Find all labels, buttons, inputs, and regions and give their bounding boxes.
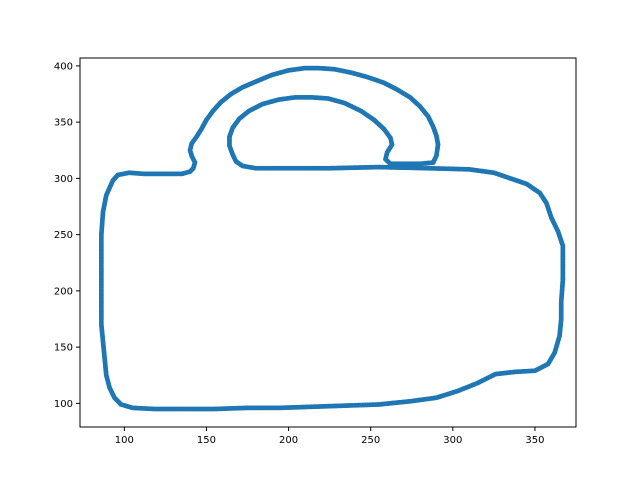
x-tick-label: 150	[197, 435, 216, 446]
x-tick-label: 100	[115, 435, 134, 446]
data-point	[125, 170, 131, 176]
x-tick-label: 250	[361, 435, 380, 446]
y-axis: 100 150 200 250 300 350 400	[54, 61, 80, 410]
x-tick-label: 350	[525, 435, 544, 446]
y-tick-label: 100	[54, 399, 73, 410]
y-tick-label: 150	[54, 343, 73, 354]
y-tick-label: 200	[54, 286, 73, 297]
y-tick-label: 250	[54, 230, 73, 241]
y-tick-label: 300	[54, 174, 73, 185]
y-tick-label: 400	[54, 61, 73, 72]
axes-frame	[79, 57, 577, 428]
x-tick-label: 300	[443, 435, 462, 446]
y-tick-label: 350	[54, 118, 73, 129]
x-axis: 100 150 200 250 300 350	[115, 427, 544, 446]
x-tick-label: 200	[279, 435, 298, 446]
plot-area	[98, 65, 566, 412]
